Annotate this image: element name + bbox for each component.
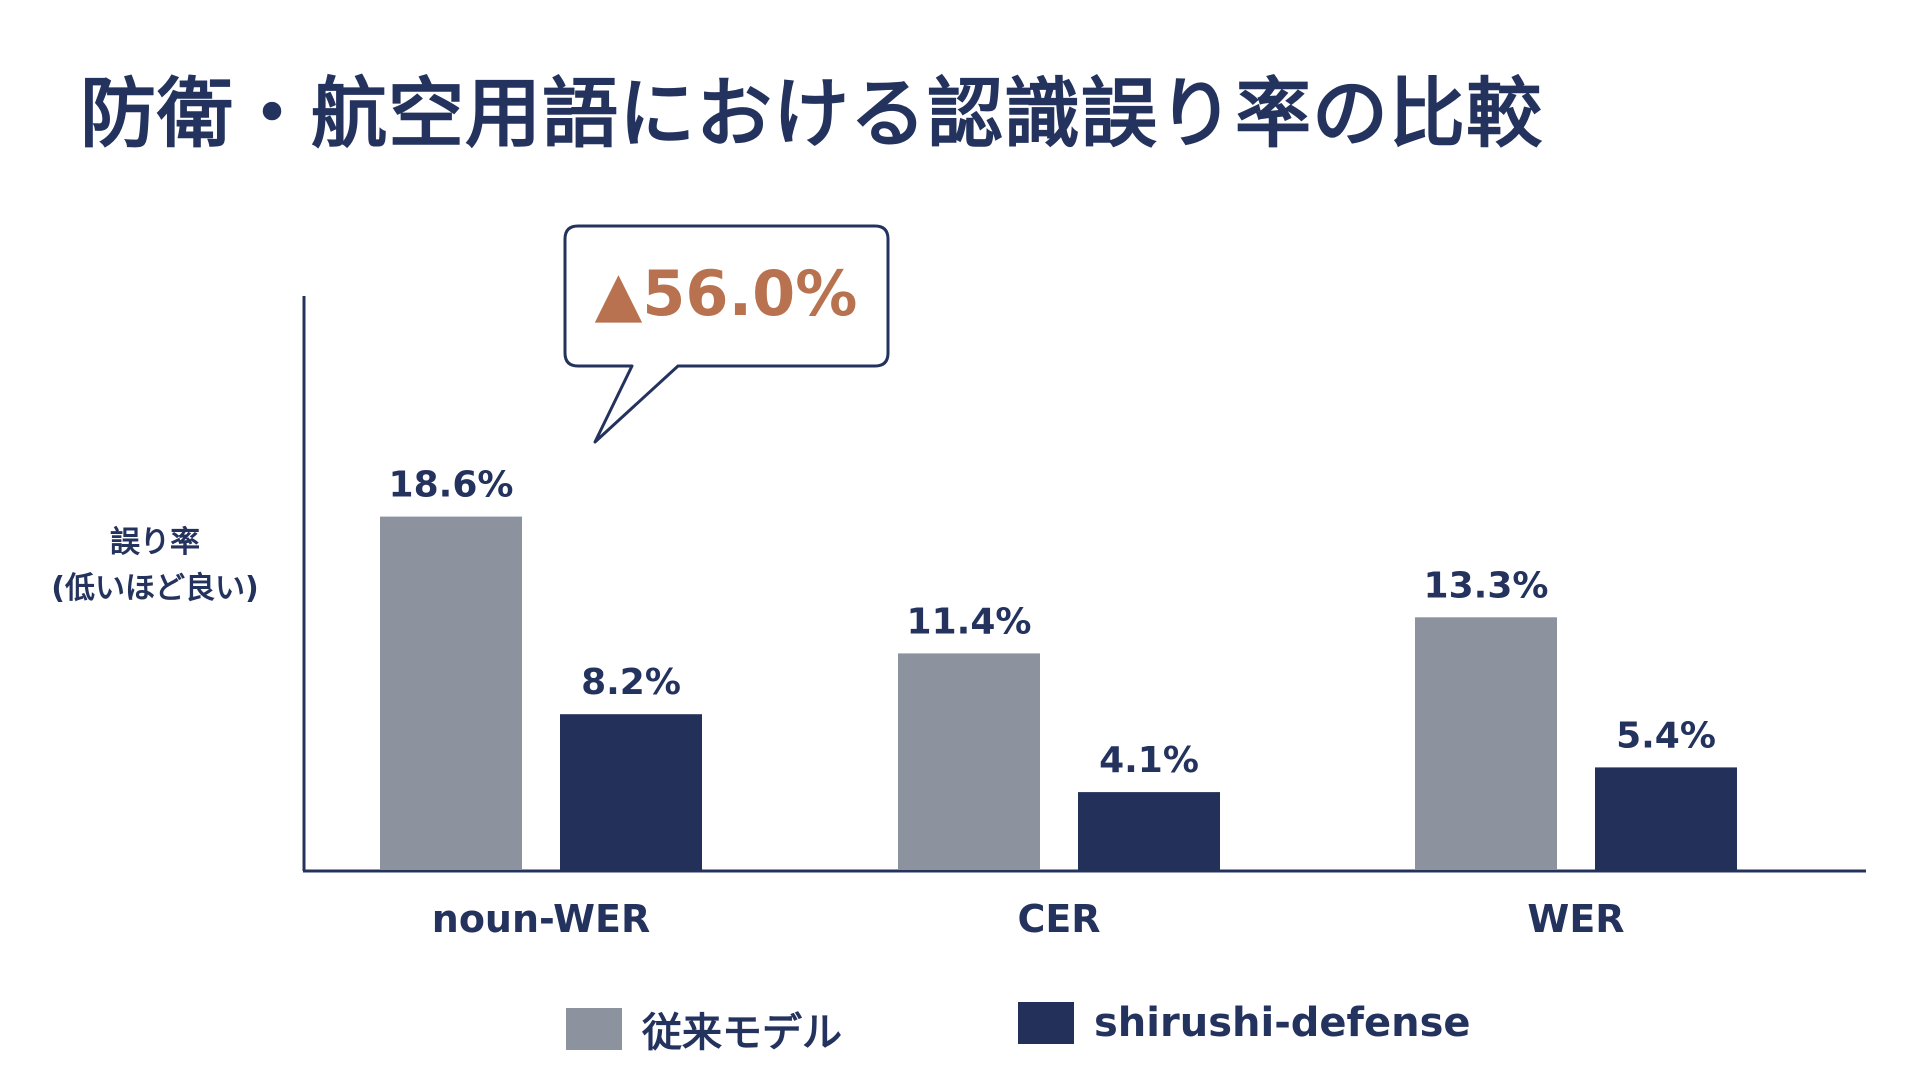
legend-item-baseline: 従来モデル bbox=[566, 1000, 842, 1058]
callout-bubble bbox=[563, 224, 890, 444]
x-tick-label-wer: WER bbox=[1527, 897, 1624, 941]
bars-group: 18.6% 8.2% noun-WER 11.4% 4.1% CER 13.3% 5.4% WE… bbox=[380, 465, 1737, 941]
x-tick-label-cer: CER bbox=[1017, 897, 1100, 941]
legend-label-baseline: 従来モデル bbox=[642, 1010, 842, 1056]
data-label-shirushi-noun-wer: 8.2% bbox=[581, 662, 681, 703]
annotation-callout: ▲56.0% bbox=[563, 224, 890, 444]
data-label-baseline-cer: 11.4% bbox=[907, 601, 1032, 642]
x-tick-label-noun-wer: noun-WER bbox=[432, 897, 650, 941]
data-label-baseline-wer: 13.3% bbox=[1424, 565, 1549, 606]
data-label-baseline-noun-wer: 18.6% bbox=[389, 465, 514, 506]
legend-label-shirushi: shirushi-defense bbox=[1094, 1000, 1471, 1046]
legend-swatch-baseline bbox=[566, 1008, 622, 1050]
data-label-shirushi-cer: 4.1% bbox=[1099, 740, 1199, 781]
legend-item-shirushi: shirushi-defense bbox=[1018, 1000, 1471, 1046]
bar-shirushi-noun-wer bbox=[560, 714, 702, 870]
bar-baseline-noun-wer bbox=[380, 516, 522, 870]
y-axis-label-line-1: 誤り率 bbox=[110, 525, 200, 560]
bar-shirushi-cer bbox=[1078, 792, 1220, 870]
bar-baseline-cer bbox=[898, 653, 1040, 870]
bar-shirushi-wer bbox=[1595, 767, 1737, 870]
y-axis-label-line-2: (低いほど良い) bbox=[51, 571, 258, 606]
chart-title: 防衛・航空用語における認識誤り率の比較 bbox=[80, 69, 1543, 158]
bar-baseline-wer bbox=[1415, 617, 1557, 870]
legend-swatch-shirushi bbox=[1018, 1002, 1074, 1044]
data-label-shirushi-wer: 5.4% bbox=[1616, 715, 1716, 756]
callout-text: ▲56.0% bbox=[595, 257, 858, 330]
